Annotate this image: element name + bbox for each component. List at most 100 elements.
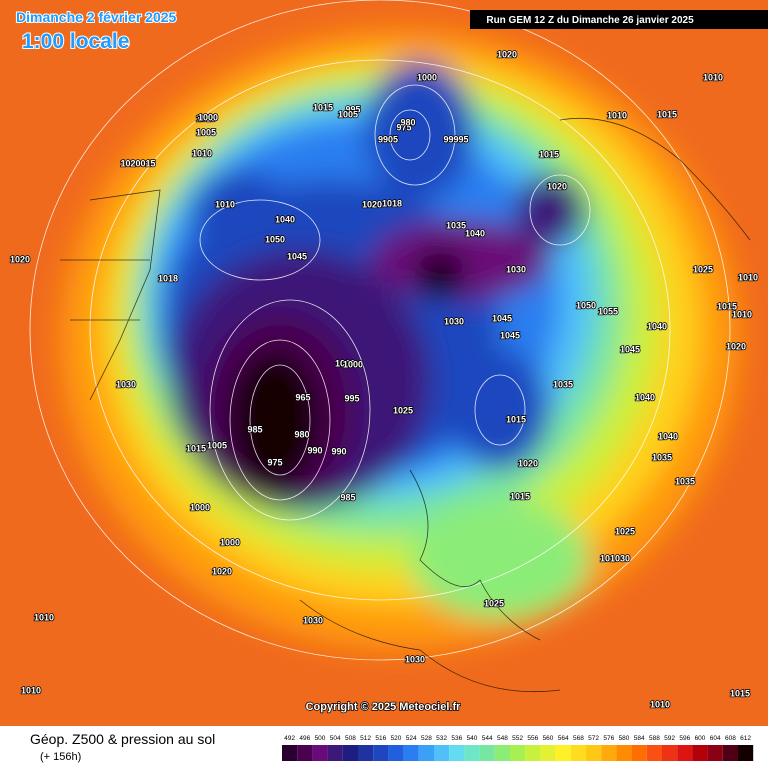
scale-swatch	[540, 745, 556, 761]
scale-swatch	[494, 745, 510, 761]
isobar-label: 1035	[553, 379, 573, 389]
isobar-label: 1010	[215, 199, 235, 209]
scale-label: 556	[527, 735, 538, 742]
isobar-label: 1030	[116, 379, 136, 389]
isobar-label: 1040	[465, 228, 485, 238]
scale-swatch	[510, 745, 526, 761]
isobar-label: 1000	[198, 112, 218, 122]
isobar-label: 990	[331, 446, 346, 456]
isobar-label: 985	[340, 492, 355, 502]
scale-swatch	[738, 745, 754, 761]
isobar-label: 980	[294, 429, 309, 439]
isobar-label: 1020	[547, 181, 567, 191]
isobar-label: 1010	[34, 612, 54, 622]
isobar-label: 1040	[658, 431, 678, 441]
isobar-label: 1030	[405, 654, 425, 664]
isobar-label: 1045	[492, 313, 512, 323]
scale-label: 492	[284, 735, 295, 742]
isobar-label: 1018	[382, 198, 402, 208]
scale-swatch	[434, 745, 450, 761]
scale-label: 560	[543, 735, 554, 742]
scale-swatch	[373, 745, 389, 761]
isobar-label: 975	[267, 457, 282, 467]
isobar-label: 1000	[417, 72, 437, 82]
scale-swatch	[418, 745, 434, 761]
isobar-label: 1050	[576, 300, 596, 310]
isobar-label: 1000	[190, 502, 210, 512]
scale-label: 536	[451, 735, 462, 742]
isobar-label: 1015	[506, 414, 526, 424]
scale-swatch	[449, 745, 465, 761]
isobar-label: 1010	[703, 72, 723, 82]
scale-swatch	[662, 745, 678, 761]
scale-label: 500	[315, 735, 326, 742]
scale-swatch	[388, 745, 404, 761]
scale-label: 516	[375, 735, 386, 742]
isobar-label: 1010	[738, 272, 758, 282]
scale-swatch	[403, 745, 419, 761]
isobar-label: 1000	[220, 537, 240, 547]
isobar-label: 985	[247, 424, 262, 434]
scale-swatch	[586, 745, 602, 761]
isobar-label: 1015	[510, 491, 530, 501]
copyright: Copyright © 2025 Meteociel.fr	[306, 701, 462, 713]
scale-label: 580	[619, 735, 630, 742]
isobar-label: 1015	[539, 149, 559, 159]
isobar-label: 1020	[726, 341, 746, 351]
isobar-label: 1015	[186, 443, 206, 453]
isobar-label: 1030	[303, 615, 323, 625]
scale-label: 596	[679, 735, 690, 742]
isobar-label: 975	[396, 122, 411, 132]
scale-swatch	[707, 745, 723, 761]
scale-label: 552	[512, 735, 523, 742]
scale-swatch	[570, 745, 586, 761]
scale-label: 572	[588, 735, 599, 742]
isobar-label: 1015	[717, 301, 737, 311]
scale-swatch	[631, 745, 647, 761]
isobar-label: 1010	[732, 309, 752, 319]
isobar-label: 995	[344, 393, 359, 403]
scale-label: 568	[573, 735, 584, 742]
scale-label: 588	[649, 735, 660, 742]
isobar-label: 1000	[335, 358, 355, 368]
isobar-label: 1030	[444, 316, 464, 326]
isobar-label: 1000	[343, 359, 363, 369]
run-box	[470, 10, 768, 29]
isobar-label: 1015	[313, 102, 333, 112]
scale-label: 608	[725, 735, 736, 742]
legend-lead: (+ 156h)	[40, 751, 81, 763]
scale-swatch	[677, 745, 693, 761]
isobar-label: 1010	[607, 110, 627, 120]
isobar-label: 1025	[484, 598, 504, 608]
isobar-label: 1025	[693, 264, 713, 274]
isobar-label: 1020	[518, 458, 538, 468]
isobar-label: 1045	[500, 330, 520, 340]
scale-label: 592	[664, 735, 675, 742]
scale-label: 612	[740, 735, 751, 742]
scale-label: 584	[634, 735, 645, 742]
isobar-label: 1010	[196, 113, 216, 123]
isobar-label: 965	[295, 392, 310, 402]
scale-label: 504	[330, 735, 341, 742]
isobar-label: 1025	[393, 405, 413, 415]
scale-label: 520	[391, 735, 402, 742]
isobar-label: 990	[307, 445, 322, 455]
isobar-label: 1035	[446, 220, 466, 230]
scale-label: 604	[710, 735, 721, 742]
run: Run GEM 12 Z du Dimanche 26 janvier 2025	[486, 15, 694, 26]
isobar-label: 1030	[506, 264, 526, 274]
scale-swatch	[479, 745, 495, 761]
isobar-label: 1015	[657, 109, 677, 119]
isobar-label: 1040	[647, 321, 667, 331]
scale-label: 548	[497, 735, 508, 742]
isobar-label: 1020015	[120, 158, 155, 168]
isobar-label: 1040	[635, 392, 655, 402]
isobar-label: 1050	[265, 234, 285, 244]
isobar-label: 1020	[362, 199, 382, 209]
isobar-label: 1015	[730, 688, 750, 698]
date: Dimanche 2 février 2025	[16, 9, 177, 25]
isobar-label: 1005	[207, 440, 227, 450]
isobar-label: 1045	[287, 251, 307, 261]
isobar-label: 1005	[196, 127, 216, 137]
